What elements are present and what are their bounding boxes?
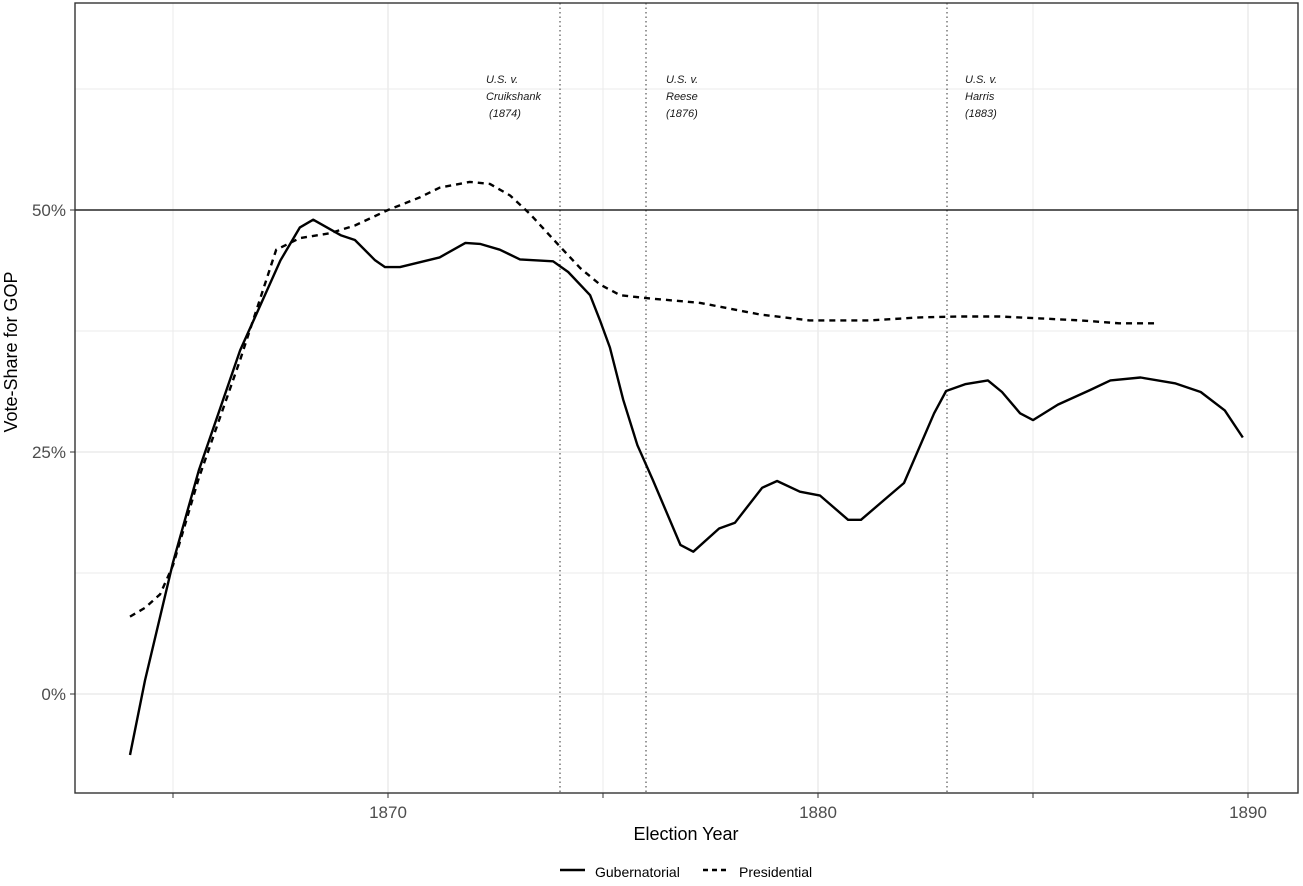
legend: Gubernatorial Presidential [560, 864, 812, 880]
annotation-cruikshank: U.S. v. Cruikshank (1874) [486, 74, 542, 120]
plot-panel [75, 3, 1298, 793]
legend-item-gubernatorial: Gubernatorial [560, 864, 680, 880]
x-tick-label-1890: 1890 [1229, 803, 1267, 822]
series-line-presidential [129, 180, 1156, 618]
y-axis-title: Vote-Share for GOP [1, 271, 21, 432]
annotation-line: U.S. v. [965, 74, 997, 86]
court-case-lines [559, 3, 948, 793]
annotation-line: (1876) [666, 108, 698, 120]
annotation-line: (1883) [965, 108, 997, 120]
annotation-line: U.S. v. [666, 74, 698, 86]
plot-border [74, 2, 1299, 794]
annotation-line: Cruikshank [486, 91, 542, 103]
series-line-gubernatorial [128, 218, 1244, 756]
minor-gridlines [75, 3, 1298, 793]
legend-item-presidential: Presidential [703, 864, 812, 880]
annotation-harris: U.S. v. Harris (1883) [965, 74, 997, 120]
series-lines [128, 180, 1244, 756]
y-tick-label-25: 25% [32, 443, 66, 462]
y-tick-label-50: 50% [32, 201, 66, 220]
x-tick-label-1880: 1880 [799, 803, 837, 822]
x-tick-label-1870: 1870 [369, 803, 407, 822]
annotation-reese: U.S. v. Reese (1876) [666, 74, 698, 120]
axis-ticks [70, 209, 1249, 798]
x-axis-title: Election Year [633, 824, 738, 844]
y-tick-label-0: 0% [41, 685, 66, 704]
annotation-line: (1874) [486, 108, 521, 120]
legend-label: Presidential [739, 864, 812, 880]
annotation-line: Harris [965, 91, 995, 103]
annotation-line: Reese [666, 91, 698, 103]
annotation-line: U.S. v. [486, 74, 518, 86]
legend-label: Gubernatorial [595, 864, 680, 880]
